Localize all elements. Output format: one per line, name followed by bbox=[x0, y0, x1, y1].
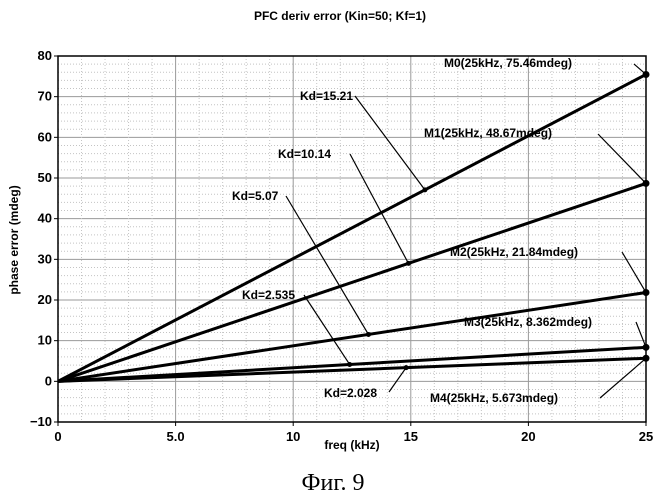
kd-leader-line bbox=[355, 96, 425, 190]
y-tick-label: 20 bbox=[38, 292, 52, 307]
y-tick-label: 80 bbox=[38, 48, 52, 63]
series-lines bbox=[58, 71, 650, 381]
marker-label: M4(25kHz, 5.673mdeg) bbox=[430, 391, 558, 405]
marker-label: M3(25kHz, 8.362mdeg) bbox=[464, 315, 592, 329]
kd-label: Kd=10.14 bbox=[278, 147, 331, 161]
kd-leader-line bbox=[286, 196, 368, 334]
marker-label: M2(25kHz, 21.84mdeg) bbox=[450, 245, 578, 259]
y-tick-label: −10 bbox=[30, 414, 52, 429]
figure-caption: Фиг. 9 bbox=[0, 470, 666, 497]
marker-label: M1(25kHz, 48.67mdeg) bbox=[424, 126, 552, 140]
marker-leader-line bbox=[636, 322, 646, 347]
kd-leader-dot bbox=[366, 332, 371, 337]
y-tick-label: 60 bbox=[38, 129, 52, 144]
kd-label: Kd=2.535 bbox=[242, 288, 295, 302]
x-tick-label: 25 bbox=[639, 429, 653, 444]
y-tick-label: 70 bbox=[38, 89, 52, 104]
y-tick-label: 10 bbox=[38, 333, 52, 348]
kd-leader-dot bbox=[422, 187, 427, 192]
y-tick-label: 50 bbox=[38, 170, 52, 185]
x-tick-label: 5.0 bbox=[167, 429, 185, 444]
kd-leader-line bbox=[389, 368, 406, 392]
marker-leader-line bbox=[634, 64, 646, 74]
x-tick-label: 15 bbox=[404, 429, 418, 444]
series-line bbox=[58, 74, 646, 381]
kd-label: Kd=5.07 bbox=[232, 189, 279, 203]
marker-label: M0(25kHz, 75.46mdeg) bbox=[444, 56, 572, 70]
kd-leader-dot bbox=[404, 365, 409, 370]
kd-leader-dot bbox=[347, 362, 352, 367]
marker-leader-line bbox=[598, 134, 646, 183]
marker-leader-line bbox=[622, 252, 646, 293]
x-tick-label: 10 bbox=[286, 429, 300, 444]
y-axis-label: phase error (mdeg) bbox=[7, 185, 21, 294]
kd-leader-dot bbox=[406, 261, 411, 266]
kd-leader-line bbox=[350, 154, 408, 263]
x-tick-label: 0 bbox=[54, 429, 61, 444]
y-tick-label: 40 bbox=[38, 211, 52, 226]
x-axis-label: freq (kHz) bbox=[324, 438, 379, 452]
kd-label: Kd=2.028 bbox=[324, 386, 377, 400]
y-tick-label: 0 bbox=[45, 373, 52, 388]
kd-leader-line bbox=[304, 295, 350, 364]
marker-leader-line bbox=[600, 358, 646, 398]
chart-title: PFC deriv error (Kin=50; Kf=1) bbox=[254, 9, 426, 23]
series-line bbox=[58, 358, 646, 381]
kd-label: Kd=15.21 bbox=[300, 89, 353, 103]
y-tick-label: 30 bbox=[38, 251, 52, 266]
x-tick-label: 20 bbox=[521, 429, 535, 444]
